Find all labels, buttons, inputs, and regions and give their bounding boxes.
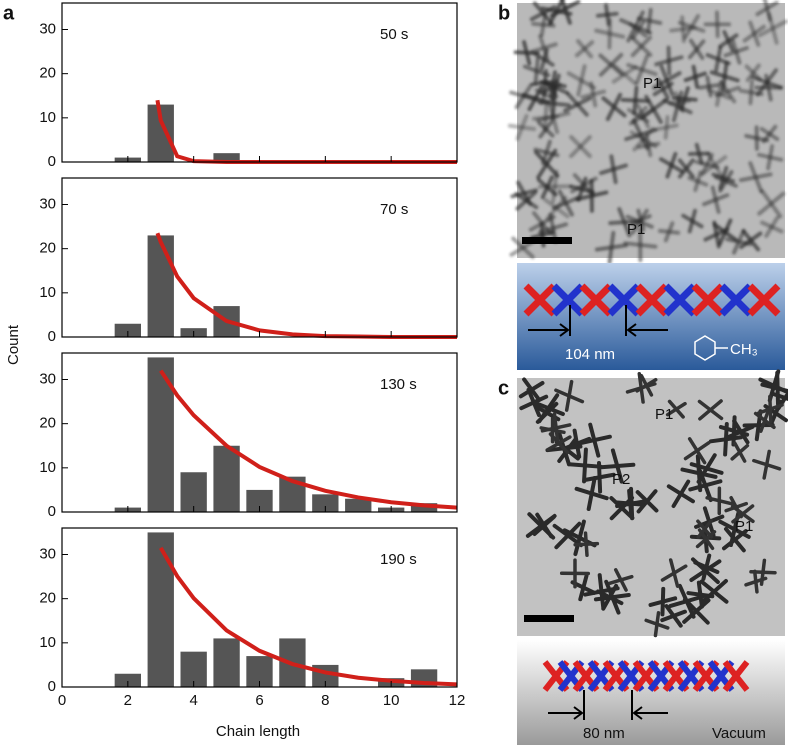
y-tick-label: 30 [39, 195, 56, 212]
x-tick-label: 6 [255, 692, 263, 709]
rod [598, 14, 617, 16]
y-axis-label: Count [5, 324, 22, 365]
particle-label: P1 [735, 518, 753, 535]
y-tick-label: 0 [48, 678, 56, 695]
rod [666, 117, 668, 137]
rod [671, 28, 694, 31]
rod [629, 491, 631, 516]
time-label: 70 s [380, 201, 408, 218]
panel-label: c [498, 377, 509, 399]
x-tick-label: 2 [124, 692, 132, 709]
scale-bar [522, 237, 572, 244]
y-tick-label: 0 [48, 153, 56, 170]
spacing-label: 104 nm [565, 346, 615, 363]
rod [700, 85, 718, 88]
x-tick-label: 8 [321, 692, 329, 709]
bar [148, 235, 174, 337]
spacing-label: 80 nm [583, 725, 625, 742]
y-tick-label: 30 [39, 20, 56, 37]
bar [213, 638, 239, 687]
rod [623, 100, 649, 101]
rod [648, 10, 651, 32]
medium-label: Vacuum [712, 725, 766, 742]
bar [213, 446, 239, 512]
rod [674, 98, 696, 100]
rod [609, 20, 610, 48]
x-tick-label: 4 [189, 692, 197, 709]
rod [770, 397, 771, 422]
x-tick-label: 10 [383, 692, 400, 709]
x-tick-label: 12 [449, 692, 466, 709]
y-tick-label: 0 [48, 503, 56, 520]
scale-bar [524, 615, 574, 622]
time-label: 190 s [380, 551, 417, 568]
x-axis-label: Chain length [216, 723, 300, 740]
y-tick-label: 10 [39, 459, 56, 476]
x-tick-label: 0 [58, 692, 66, 709]
rod [584, 450, 586, 482]
time-label: 50 s [380, 26, 408, 43]
panel-label: a [3, 2, 15, 24]
y-tick-label: 10 [39, 284, 56, 301]
rod [717, 13, 718, 37]
rod [586, 533, 587, 555]
y-tick-label: 20 [39, 240, 56, 257]
bar [148, 532, 174, 687]
y-tick-label: 20 [39, 415, 56, 432]
particle-label: P1 [643, 75, 661, 92]
y-tick-label: 20 [39, 590, 56, 607]
fit-curve [157, 233, 457, 337]
fit-curve [157, 100, 457, 162]
y-tick-label: 10 [39, 634, 56, 651]
solvent-label: CH₃ [730, 341, 758, 358]
rod [750, 82, 752, 103]
bar [148, 357, 174, 512]
rod [534, 117, 557, 119]
y-tick-label: 30 [39, 545, 56, 562]
rod [751, 572, 775, 573]
time-label: 130 s [380, 376, 417, 393]
y-tick-label: 10 [39, 109, 56, 126]
particle-label: P1 [655, 406, 673, 423]
particle-label: P2 [612, 471, 630, 488]
particle-label: P1 [627, 221, 645, 238]
rod [670, 101, 689, 104]
rod [660, 231, 678, 233]
y-tick-label: 20 [39, 65, 56, 82]
y-tick-label: 0 [48, 328, 56, 345]
y-tick-label: 30 [39, 370, 56, 387]
panel-label: b [498, 2, 510, 24]
